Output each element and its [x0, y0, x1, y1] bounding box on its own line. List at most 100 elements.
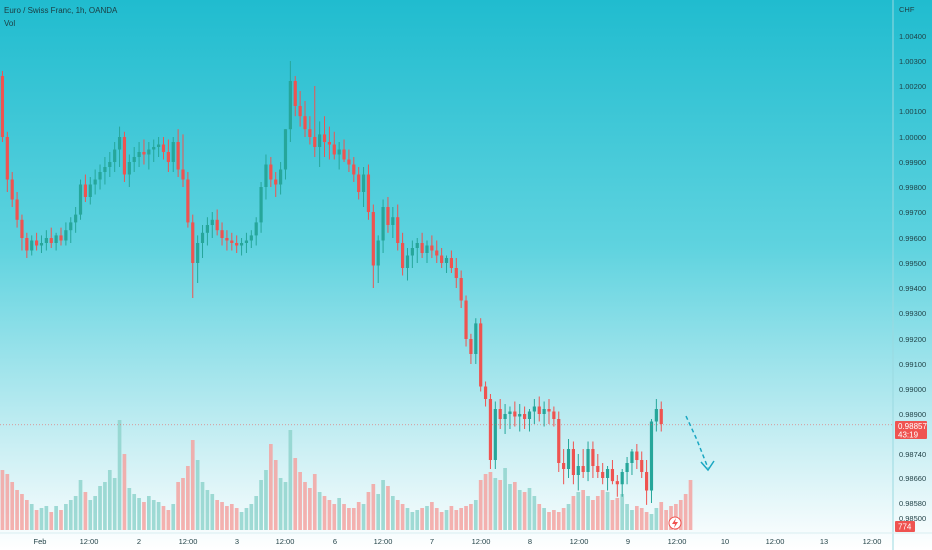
candle-body: [39, 243, 44, 246]
volume-bar: [532, 496, 537, 530]
candle-body: [303, 116, 307, 130]
flash-icon-glyph: [672, 518, 678, 528]
volume-bar: [459, 508, 463, 530]
volume-bar: [342, 504, 346, 530]
candle-body: [444, 258, 449, 263]
candle-body: [562, 463, 566, 469]
last-price-badge: [895, 421, 927, 439]
y-tick-label: 1.00000: [899, 133, 926, 142]
volume-bar: [595, 496, 600, 530]
candle-body: [620, 472, 624, 485]
candle-body: [430, 245, 434, 251]
volume-bar: [410, 512, 415, 530]
volume-bar: [44, 506, 49, 530]
candle-body: [49, 238, 53, 243]
candle-body: [596, 466, 600, 472]
candle-body: [347, 159, 351, 165]
volume-bar: [5, 474, 10, 530]
volume-bar: [664, 510, 668, 530]
volume-bar: [239, 512, 244, 530]
candle-body: [108, 162, 112, 167]
candle-body: [181, 169, 185, 180]
candle-body: [264, 164, 268, 187]
candle-body: [454, 268, 458, 278]
volume-bar: [566, 504, 571, 530]
candle-body: [74, 214, 78, 223]
candle-body: [366, 174, 371, 212]
candle-body: [332, 144, 336, 155]
x-tick-label: 3: [235, 537, 239, 546]
volume-bar: [503, 468, 507, 530]
candle-body: [649, 421, 654, 491]
volume-bar: [415, 510, 420, 530]
volume-bar: [527, 488, 532, 530]
volume-bar: [312, 474, 317, 530]
candle-body: [420, 243, 424, 253]
volume-bar: [591, 500, 595, 530]
candle-body: [537, 406, 541, 414]
y-tick-label: 0.99800: [899, 183, 926, 192]
candle-body: [542, 409, 546, 414]
candle-body: [98, 172, 102, 180]
volume-bar: [493, 478, 498, 530]
volume-bar: [249, 504, 254, 530]
candle-body: [259, 187, 263, 223]
volume-bar: [229, 504, 234, 530]
candle-body: [605, 469, 610, 478]
volume-bar: [161, 506, 166, 530]
candle-body: [508, 411, 512, 414]
volume-bar: [444, 510, 449, 530]
candle-body: [59, 235, 63, 241]
candle-body: [503, 414, 507, 419]
candle-body: [396, 217, 400, 243]
y-tick-label: 0.99400: [899, 284, 926, 293]
volume-bar: [552, 510, 556, 530]
volume-bar: [68, 500, 73, 530]
volume-bar: [278, 478, 283, 530]
candle-body: [161, 144, 166, 152]
candle-body: [645, 472, 649, 491]
candle-body: [381, 207, 385, 241]
volume-bar: [303, 482, 307, 530]
volume-bar: [400, 504, 405, 530]
y-tick-label: 1.00400: [899, 32, 926, 41]
candle-body: [171, 142, 175, 162]
candle-body: [235, 243, 239, 246]
last-volume-badge: [895, 521, 915, 532]
x-tick-label: 12:00: [374, 537, 393, 546]
candle-body: [610, 469, 615, 482]
volume-bar: [659, 502, 664, 530]
volume-bar: [288, 430, 293, 530]
volume-bar: [625, 504, 629, 530]
volume-bar: [220, 502, 224, 530]
volume-bar: [356, 502, 361, 530]
candle-body: [532, 406, 536, 412]
projection-arrow: [685, 415, 709, 469]
candle-body: [435, 250, 439, 256]
volume-bar: [181, 478, 185, 530]
volume-bar: [478, 480, 483, 530]
candle-body: [69, 222, 73, 231]
volume-bar: [10, 482, 15, 530]
candle-body: [493, 409, 497, 460]
candle-body: [518, 414, 522, 417]
candle-body: [176, 142, 180, 170]
candle-body: [659, 409, 663, 424]
volume-bar: [391, 496, 395, 530]
x-tick-label: 9: [626, 537, 630, 546]
volume-bar: [200, 482, 205, 530]
candle-body: [298, 106, 302, 117]
x-tick-label: 13: [820, 537, 828, 546]
volume-bar: [449, 506, 454, 530]
volume-bar: [395, 500, 400, 530]
y-tick-label: 1.00300: [899, 57, 926, 66]
candle-body: [20, 219, 24, 238]
candle-body: [552, 411, 556, 419]
volume-bar: [347, 508, 351, 530]
volume-bar: [547, 512, 551, 530]
volume-bar: [166, 510, 171, 530]
candle-body: [249, 235, 253, 241]
candle-body: [308, 129, 312, 137]
